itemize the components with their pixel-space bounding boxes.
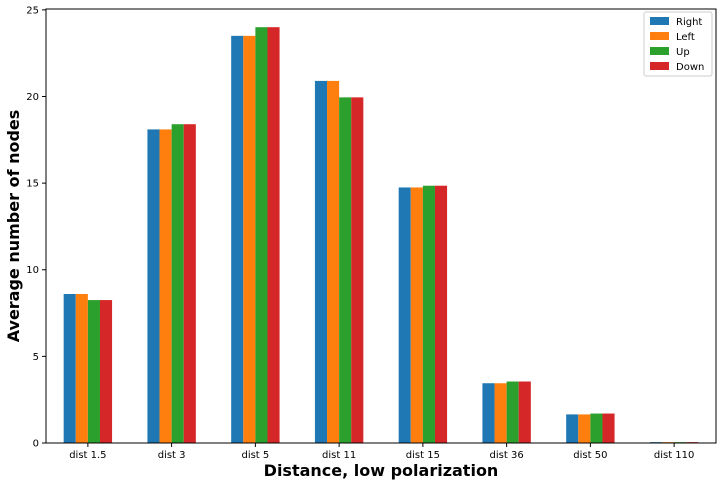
legend-label-down: Down (676, 62, 704, 73)
bar-right-2 (147, 129, 160, 443)
y-tick-label: 10 (26, 265, 39, 276)
bar-down-4 (351, 97, 364, 444)
bar-left-3 (243, 35, 256, 443)
legend-label-left: Left (676, 32, 695, 43)
bars-group (63, 27, 699, 444)
x-tick-label: dist 50 (573, 450, 607, 461)
bar-up-5 (422, 185, 435, 443)
bar-up-6 (506, 381, 519, 443)
bar-down-2 (183, 124, 196, 444)
bar-left-1 (75, 294, 88, 443)
x-tick-label: dist 110 (654, 450, 695, 461)
y-tick-label: 5 (33, 352, 39, 363)
bar-down-7 (602, 413, 615, 443)
x-axis: dist 1.5 dist 3 dist 5 dist 11 dist 15 dist 3… (69, 443, 694, 461)
y-tick-label: 20 (26, 92, 39, 103)
y-axis: 0 5 10 15 20 25 (26, 5, 46, 450)
legend-swatch-right (650, 17, 669, 25)
bar-down-1 (99, 300, 113, 443)
bar-left-5 (410, 187, 423, 443)
bar-right-4 (314, 80, 328, 444)
legend-box (643, 11, 713, 77)
y-tick-label: 0 (33, 439, 39, 450)
y-tick-label: 15 (26, 179, 39, 190)
bar-right-5 (398, 187, 411, 443)
bar-right-1 (63, 294, 76, 443)
bar-down-3 (267, 27, 280, 443)
bar-up-3 (255, 27, 268, 443)
bar-left-6 (494, 383, 507, 443)
bar-up-7 (590, 413, 603, 443)
bar-down-5 (434, 185, 448, 443)
legend: Right Left Up Down (643, 11, 713, 77)
bar-up-2 (171, 124, 184, 444)
bar-left-2 (159, 129, 172, 443)
bar-left-4 (327, 80, 340, 444)
legend-swatch-up (650, 47, 669, 55)
x-tick-label: dist 11 (322, 450, 356, 461)
y-axis-title: Average number of nodes (4, 110, 23, 343)
legend-swatch-left (650, 32, 669, 40)
bar-up-1 (87, 300, 100, 443)
bar-right-6 (482, 383, 495, 443)
bar-left-7 (578, 414, 591, 443)
bar-up-4 (339, 97, 352, 444)
y-tick-label: 25 (26, 5, 39, 16)
x-tick-label: dist 1.5 (69, 450, 106, 461)
bar-right-3 (231, 35, 244, 443)
x-tick-label: dist 36 (490, 450, 524, 461)
bar-right-7 (566, 414, 579, 443)
x-tick-label: dist 3 (158, 450, 186, 461)
x-tick-label: dist 5 (241, 450, 269, 461)
bar-down-6 (518, 381, 531, 443)
x-tick-label: dist 15 (406, 450, 440, 461)
legend-label-right: Right (676, 17, 702, 28)
plot-frame (45, 8, 717, 444)
legend-label-up: Up (676, 47, 690, 58)
legend-swatch-down (650, 62, 669, 70)
x-axis-title: Distance, low polarization (264, 461, 499, 480)
